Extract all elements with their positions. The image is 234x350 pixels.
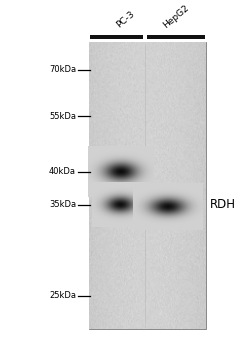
Text: PC-3: PC-3: [115, 9, 136, 30]
Bar: [89, 42, 206, 329]
Text: 35kDa: 35kDa: [49, 200, 76, 209]
Text: HepG2: HepG2: [161, 3, 191, 30]
Bar: [147, 35, 205, 38]
Text: 70kDa: 70kDa: [49, 65, 76, 75]
Text: 40kDa: 40kDa: [49, 167, 76, 176]
Bar: [90, 35, 143, 38]
Text: 25kDa: 25kDa: [49, 291, 76, 300]
Text: 55kDa: 55kDa: [49, 112, 76, 121]
Text: RDH11: RDH11: [209, 198, 234, 211]
